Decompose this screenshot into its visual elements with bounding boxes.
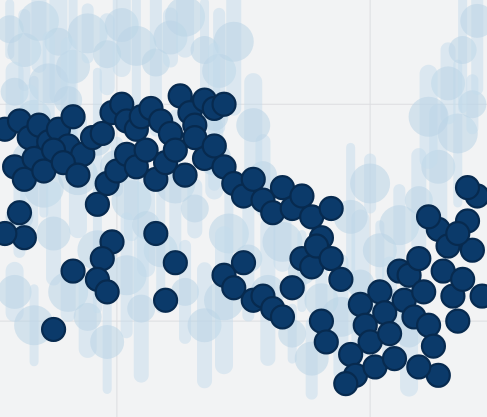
foreground-point [152, 287, 179, 313]
background-point [379, 205, 420, 246]
foreground-point [133, 137, 159, 163]
background-point [448, 36, 477, 65]
foreground-point [201, 133, 227, 159]
background-point [90, 324, 125, 359]
background-point [408, 96, 449, 137]
foreground-point [94, 279, 120, 305]
background-point [431, 66, 466, 101]
foreground-point [406, 245, 432, 272]
foreground-point [221, 275, 247, 301]
foreground-point [420, 333, 447, 359]
foreground-point [89, 120, 115, 147]
background-point [236, 108, 271, 143]
foreground-point [459, 237, 485, 263]
foreground-point [367, 279, 393, 305]
foreground-point [415, 204, 442, 230]
background-point [0, 274, 32, 309]
foreground-samples-layer [0, 83, 487, 397]
background-point [350, 163, 391, 204]
foreground-point [454, 175, 481, 201]
foreground-point [6, 200, 33, 226]
foreground-point [445, 220, 471, 247]
foreground-point [411, 279, 437, 305]
foreground-point [318, 245, 344, 272]
foreground-point [162, 250, 188, 276]
foreground-point [415, 312, 442, 338]
foreground-point [333, 371, 359, 397]
foreground-point [89, 245, 115, 272]
background-point [460, 3, 487, 38]
foreground-point [240, 166, 266, 192]
foreground-point [381, 346, 408, 372]
foreground-point [0, 220, 18, 247]
foreground-point [469, 283, 487, 309]
foreground-point [65, 162, 91, 188]
background-point [165, 0, 206, 37]
foreground-point [313, 329, 339, 355]
foreground-point [230, 250, 257, 276]
background-point [36, 216, 71, 251]
foreground-point [308, 308, 335, 334]
background-point [213, 21, 254, 62]
foreground-point [143, 220, 169, 247]
foreground-point [289, 183, 315, 209]
foreground-point [60, 258, 86, 284]
foreground-point [318, 195, 344, 222]
foreground-point [211, 91, 237, 117]
foreground-point [406, 354, 432, 380]
background-point [127, 294, 156, 323]
background-point [67, 13, 108, 54]
foreground-point [450, 266, 476, 292]
foreground-point [172, 162, 198, 188]
foreground-point [162, 137, 188, 163]
foreground-point [269, 304, 296, 330]
foreground-point [84, 191, 111, 217]
foreground-point [40, 316, 67, 343]
foreground-point [328, 266, 354, 292]
foreground-point [60, 104, 86, 130]
foreground-point [445, 308, 471, 334]
background-point [141, 48, 170, 77]
background-point [18, 0, 59, 41]
foreground-point [279, 275, 305, 301]
foreground-point [377, 321, 403, 347]
background-point [180, 194, 209, 223]
